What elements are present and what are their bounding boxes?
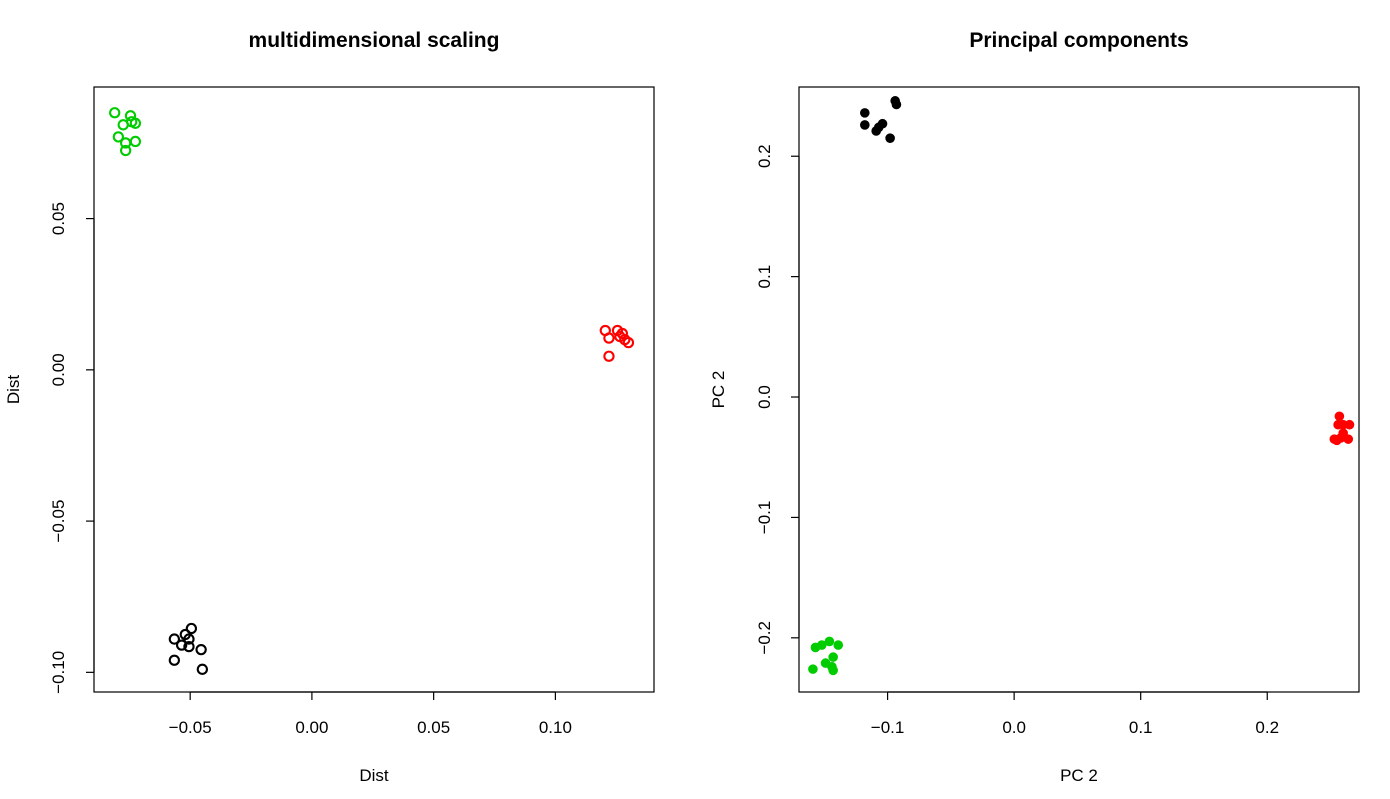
pca-y-axis-label: PC 2 <box>709 371 728 409</box>
mds-data-point <box>120 144 132 157</box>
mds-data-point <box>622 336 635 349</box>
pca-x-axis-label: PC 2 <box>1060 766 1098 785</box>
pca-data-point <box>891 99 902 110</box>
mds-data-point <box>616 327 628 340</box>
pca-data-point <box>828 665 838 676</box>
pca-data-point <box>1334 411 1345 422</box>
pca-x-tick-label: −0.1 <box>871 718 905 737</box>
mds-data-point <box>195 644 207 656</box>
mds-x-tick-label: 0.05 <box>417 718 450 737</box>
pca-data-point <box>824 636 835 647</box>
mds-data-point <box>129 135 142 148</box>
pca-y-tick-label: 0.2 <box>755 144 774 168</box>
mds-data-point <box>168 633 180 645</box>
mds-panel: multidimensional scaling −0.05 0.00 0.05 0.1… <box>4 29 655 785</box>
mds-data-point <box>183 640 195 653</box>
pca-data-point <box>1332 435 1342 446</box>
pca-plot-frame <box>798 86 1360 693</box>
mds-y-tick-label: −0.05 <box>49 500 68 543</box>
mds-chart-title: multidimensional scaling <box>249 29 500 52</box>
mds-data-point <box>196 663 208 675</box>
mds-data-point <box>129 117 142 129</box>
mds-data-point <box>185 622 198 635</box>
pca-data-point <box>833 640 844 650</box>
pca-data-point <box>860 108 870 118</box>
mds-data-point <box>124 110 137 122</box>
mds-data-point <box>176 639 188 651</box>
pca-data-point <box>1338 419 1348 430</box>
pca-x-tick-label: 0.2 <box>1255 718 1279 737</box>
mds-y-tick-label: 0.05 <box>49 202 68 235</box>
mds-x-axis-label: Dist <box>359 766 389 785</box>
mds-y-tick-label: 0.00 <box>49 353 68 386</box>
pca-data-point <box>1343 434 1354 444</box>
pca-y-tick-label: 0.1 <box>755 265 774 289</box>
mds-y-tick-label: −0.10 <box>49 651 68 694</box>
pca-chart-title: Principal components <box>969 29 1188 52</box>
mds-y-axis-label: Dist <box>4 375 23 405</box>
pca-panel: Principal components −0.1 0.0 0.1 0.2 −0.2 −0.… <box>709 29 1360 785</box>
mds-data-point <box>603 332 615 344</box>
pca-x-tick-label: 0.1 <box>1129 718 1153 737</box>
pca-data-point <box>871 126 881 136</box>
mds-data-point <box>183 633 195 645</box>
pca-data-point <box>810 642 821 653</box>
pca-data-point <box>885 133 895 143</box>
mds-data-point <box>168 654 180 666</box>
pca-y-tick-label: −0.1 <box>755 501 774 535</box>
mds-plot-frame <box>93 86 655 693</box>
pca-y-tick-label: 0.0 <box>755 385 774 409</box>
mds-x-tick-label: 0.00 <box>295 718 328 737</box>
pca-data-point <box>808 664 818 674</box>
pca-y-tick-label: −0.2 <box>755 621 774 655</box>
mds-data-point <box>603 350 615 362</box>
mds-x-tick-label: −0.05 <box>169 718 212 737</box>
mds-data-point <box>109 107 121 119</box>
pca-data-point <box>828 652 838 662</box>
pca-x-tick-label: 0.0 <box>1002 718 1026 737</box>
pca-data-point <box>860 120 870 130</box>
mds-data-point <box>112 131 124 143</box>
mds-x-tick-label: 0.10 <box>539 718 572 737</box>
